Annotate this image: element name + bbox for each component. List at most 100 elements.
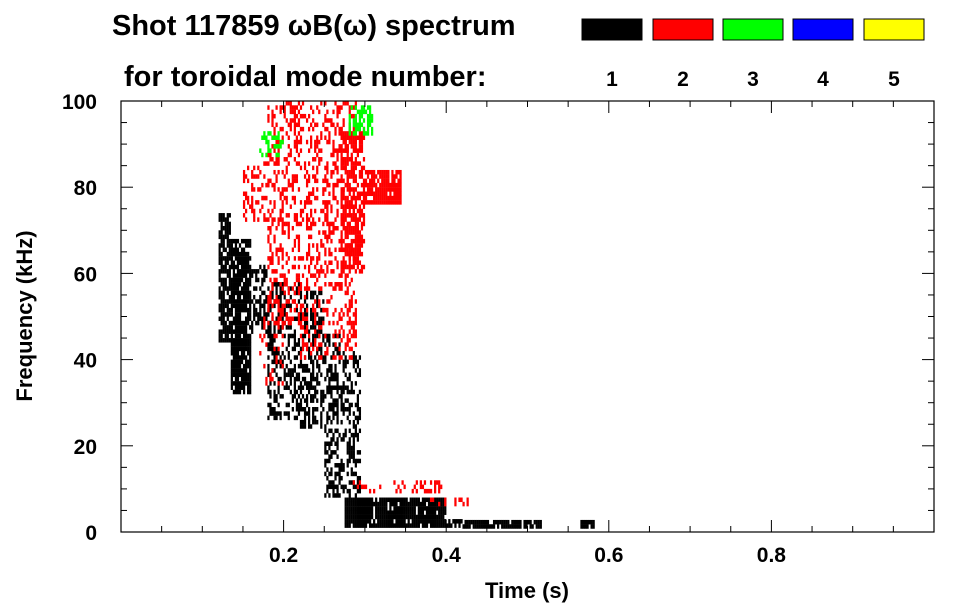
spectrum-cell-mode-1	[352, 350, 355, 356]
spectrum-cell-mode-1	[303, 299, 307, 304]
spectrum-cell-mode-2	[281, 230, 284, 235]
spectrum-cell-mode-1	[403, 523, 406, 528]
spectrum-cell-mode-1	[299, 407, 303, 412]
spectrum-cell-mode-2	[324, 213, 327, 218]
spectrum-cell-mode-1	[316, 376, 319, 382]
spectrum-cell-mode-2	[358, 195, 362, 201]
spectrum-cell-mode-1	[348, 480, 351, 485]
spectrum-cell-mode-3	[371, 118, 374, 123]
spectrum-cell-mode-2	[373, 200, 376, 205]
spectrum-cell-mode-1	[501, 519, 504, 525]
spectrum-cell-mode-1	[234, 355, 238, 360]
spectrum-cell-mode-2	[316, 256, 319, 261]
spectrum-cell-mode-1	[220, 269, 223, 274]
spectrum-cell-mode-2	[383, 195, 386, 201]
spectrum-cell-mode-1	[234, 381, 238, 386]
spectrum-cell-mode-2	[344, 260, 347, 265]
spectrum-cell-mode-1	[379, 514, 382, 520]
spectrum-cell-mode-1	[279, 376, 282, 382]
spectrum-cell-mode-1	[228, 247, 231, 253]
spectrum-cell-mode-1	[222, 299, 225, 304]
spectrum-cell-mode-1	[482, 519, 486, 525]
spectrum-cell-mode-1	[244, 355, 248, 360]
spectrum-cell-mode-1	[503, 524, 506, 529]
spectrum-cell-mode-2	[334, 286, 337, 291]
spectrum-cell-mode-1	[330, 471, 333, 477]
spectrum-cell-mode-2	[350, 294, 353, 300]
spectrum-cell-mode-1	[218, 251, 221, 257]
spectrum-cell-mode-1	[249, 359, 252, 365]
spectrum-cell-mode-1	[240, 385, 244, 390]
spectrum-cell-mode-1	[368, 523, 372, 528]
spectrum-cell-mode-1	[328, 407, 331, 412]
spectrum-cell-mode-2	[395, 182, 398, 188]
spectrum-cell-mode-1	[399, 510, 402, 515]
spectrum-cell-mode-3	[362, 105, 366, 110]
spectrum-cell-mode-3	[362, 131, 366, 136]
spectrum-cell-mode-2	[316, 247, 319, 253]
spectrum-cell-mode-2	[434, 488, 437, 494]
spectrum-cell-mode-1	[242, 381, 246, 386]
spectrum-cell-mode-2	[371, 187, 374, 192]
spectrum-cell-mode-2	[253, 174, 256, 179]
spectrum-cell-mode-2	[346, 157, 349, 162]
spectrum-cell-mode-1	[265, 294, 268, 300]
spectrum-cell-mode-1	[391, 519, 394, 524]
spectrum-cell-mode-1	[273, 398, 276, 403]
spectrum-cell-mode-2	[346, 204, 349, 209]
spectrum-cell-mode-1	[454, 519, 457, 524]
spectrum-cell-mode-1	[277, 402, 280, 408]
spectrum-cell-mode-2	[271, 157, 274, 162]
spectrum-cell-mode-1	[269, 381, 272, 386]
spectrum-cell-mode-2	[438, 501, 441, 507]
spectrum-cell-mode-2	[356, 234, 359, 240]
spectrum-cell-mode-1	[224, 217, 227, 222]
spectrum-cell-mode-1	[307, 338, 311, 343]
spectrum-cell-mode-1	[240, 303, 244, 309]
spectrum-cell-mode-1	[244, 316, 248, 322]
spectrum-cell-mode-1	[513, 519, 516, 525]
spectrum-cell-mode-2	[247, 195, 250, 201]
spectrum-cell-mode-2	[342, 161, 345, 166]
spectrum-cell-mode-1	[251, 325, 254, 330]
spectrum-cell-mode-1	[234, 282, 238, 287]
spectrum-cell-mode-1	[249, 273, 252, 278]
spectrum-cell-mode-2	[415, 480, 418, 485]
spectrum-cell-mode-2	[336, 208, 339, 214]
spectrum-cell-mode-2	[354, 320, 357, 326]
spectrum-cell-mode-2	[364, 200, 368, 205]
spectrum-cell-mode-2	[307, 200, 311, 205]
spectrum-cell-mode-1	[234, 346, 238, 352]
spectrum-cell-mode-1	[285, 363, 288, 369]
spectrum-cell-mode-1	[330, 454, 333, 459]
spectrum-cell-mode-1	[509, 524, 512, 529]
spectrum-cell-mode-1	[350, 480, 353, 485]
spectrum-cell-mode-1	[358, 506, 362, 511]
spectrum-cell-mode-1	[462, 524, 465, 529]
spectrum-cell-mode-1	[247, 286, 250, 291]
spectrum-cell-mode-2	[340, 195, 343, 201]
spectrum-cell-mode-1	[242, 264, 246, 270]
spectrum-cell-mode-1	[326, 385, 329, 390]
spectrum-cell-mode-1	[218, 290, 221, 296]
spectrum-cell-mode-2	[303, 200, 307, 205]
spectrum-cell-mode-2	[273, 277, 276, 283]
spectrum-cell-mode-2	[362, 195, 366, 201]
spectrum-cell-mode-1	[342, 407, 345, 412]
spectrum-cell-mode-1	[338, 493, 341, 498]
spectrum-cell-mode-2	[312, 346, 315, 352]
spectrum-cell-mode-1	[249, 372, 252, 378]
spectrum-cell-mode-1	[342, 467, 345, 472]
spectrum-cell-mode-2	[348, 105, 351, 110]
spectrum-cell-mode-1	[387, 514, 390, 520]
spectrum-cell-mode-2	[277, 221, 280, 227]
spectrum-cell-mode-3	[277, 152, 280, 158]
spectrum-cell-mode-2	[291, 118, 294, 123]
spectrum-cell-mode-2	[381, 187, 384, 192]
spectrum-cell-mode-2	[291, 195, 294, 201]
spectrum-cell-mode-2	[356, 135, 359, 140]
spectrum-cell-mode-2	[366, 200, 370, 205]
spectrum-cell-mode-1	[226, 243, 229, 248]
spectrum-cell-mode-2	[326, 269, 329, 274]
spectrum-cell-mode-1	[255, 277, 258, 283]
